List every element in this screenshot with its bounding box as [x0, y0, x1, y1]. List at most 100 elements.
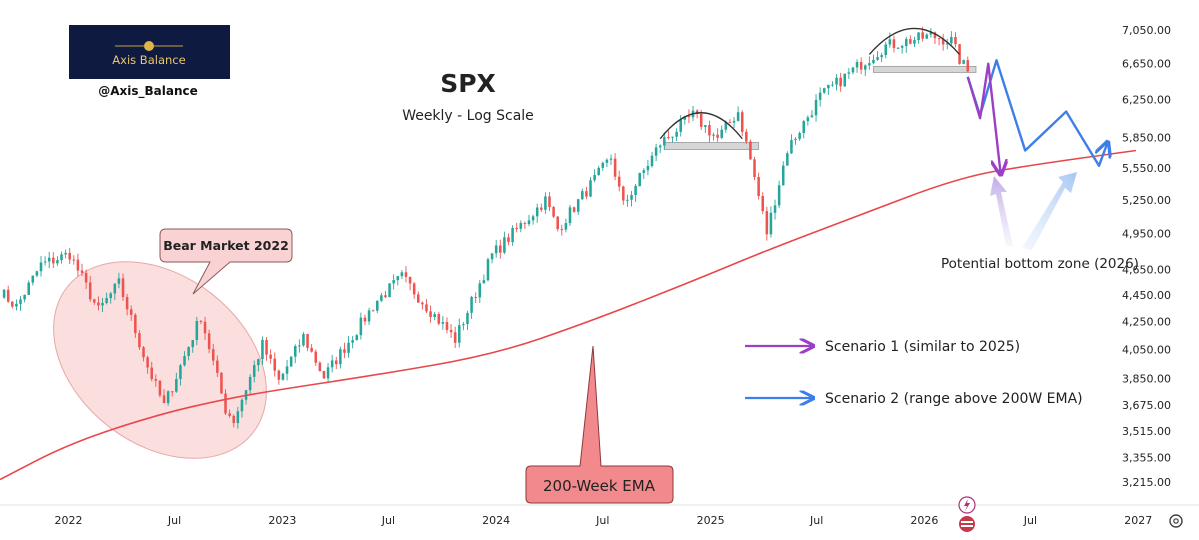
candle: [511, 225, 514, 246]
candle: [839, 72, 842, 92]
candle: [375, 300, 379, 314]
candle: [540, 203, 543, 212]
candle: [183, 351, 186, 367]
candle: [19, 296, 22, 311]
candle: [708, 120, 711, 143]
candle: [909, 35, 912, 45]
candle: [35, 270, 39, 278]
candle: [396, 275, 400, 286]
candle: [261, 336, 264, 365]
lightning-badge-icon[interactable]: [958, 496, 976, 514]
candle: [68, 247, 71, 265]
candle: [248, 374, 252, 396]
us-flag-badge-icon[interactable]: [959, 516, 975, 532]
candle: [162, 389, 166, 404]
y-tick-label: 3,675.00: [1122, 399, 1171, 412]
x-tick-label: Jul: [809, 514, 823, 527]
candle: [52, 252, 55, 268]
candle: [97, 296, 100, 311]
x-tick-label: Jul: [1023, 514, 1037, 527]
candle: [892, 35, 896, 53]
bottom-zone-pointer-left: [990, 176, 1013, 246]
candle: [76, 253, 80, 277]
candle: [458, 318, 461, 348]
x-tick-label: Jul: [167, 514, 181, 527]
y-tick-label: 4,250.00: [1122, 316, 1171, 329]
candle: [437, 311, 441, 326]
candle: [388, 283, 391, 298]
candle: [433, 311, 436, 321]
y-tick-label: 6,250.00: [1122, 93, 1171, 106]
candle: [363, 314, 367, 326]
candle: [843, 73, 847, 88]
y-tick-label: 3,515.00: [1122, 425, 1171, 438]
candle: [769, 206, 773, 238]
candle: [667, 130, 670, 140]
candle: [613, 153, 617, 181]
bear-market-ellipse: [53, 261, 267, 459]
candle: [548, 192, 551, 212]
y-axis: 3,215.00 3,355.00 3,515.00 3,675.00 3,850.00…: [1122, 24, 1171, 489]
candle: [917, 32, 920, 44]
candle: [753, 156, 756, 181]
candle: [749, 139, 752, 160]
candle: [64, 249, 67, 259]
candle: [950, 31, 953, 46]
candle: [404, 266, 408, 283]
candle: [728, 119, 732, 124]
candle: [298, 339, 301, 353]
candle: [351, 335, 354, 349]
candle: [211, 343, 215, 366]
bear-market-callout: [159, 228, 293, 295]
scenario-1-path: [966, 62, 1001, 173]
candle: [925, 33, 929, 40]
candle: [216, 355, 219, 377]
bear-market-label: Bear Market 2022: [163, 238, 289, 253]
candle: [962, 59, 965, 65]
candle: [675, 128, 678, 142]
candle: [334, 356, 338, 370]
candle: [773, 199, 777, 220]
candle: [868, 56, 871, 70]
candle: [39, 256, 43, 277]
x-tick-label: 2026: [910, 514, 938, 527]
candle: [859, 57, 863, 75]
candle: [355, 333, 359, 341]
candle: [343, 342, 346, 359]
candle: [634, 183, 637, 202]
candle: [650, 151, 654, 168]
y-tick-label: 3,215.00: [1122, 476, 1171, 489]
candle: [765, 206, 769, 241]
scenario-2-legend-label: Scenario 2 (range above 200W EMA): [825, 391, 1083, 407]
y-tick-label: 3,355.00: [1122, 452, 1171, 465]
candle: [716, 128, 719, 142]
y-tick-label: 5,250.00: [1122, 194, 1171, 207]
candle: [179, 363, 182, 386]
candle: [831, 81, 834, 87]
candle: [581, 188, 584, 200]
settings-gear-icon[interactable]: [1169, 514, 1183, 528]
candle: [740, 110, 744, 137]
candle: [23, 294, 26, 303]
candle: [671, 136, 674, 143]
candle: [88, 275, 92, 302]
candle: [84, 269, 88, 290]
candle: [597, 165, 600, 176]
candle: [855, 59, 859, 73]
candle: [412, 282, 416, 299]
candle: [568, 204, 572, 226]
x-tick-label: 2023: [268, 514, 296, 527]
candle: [757, 172, 760, 200]
candle: [827, 84, 830, 96]
candle: [339, 346, 342, 369]
candle: [732, 117, 736, 129]
candle: [347, 336, 350, 358]
bottom-zone-pointer-right: [1022, 172, 1077, 250]
candle: [794, 137, 797, 145]
logo-text: Axis Balance: [112, 53, 185, 67]
candle: [293, 344, 297, 364]
candle: [847, 68, 851, 79]
candle: [646, 159, 650, 176]
